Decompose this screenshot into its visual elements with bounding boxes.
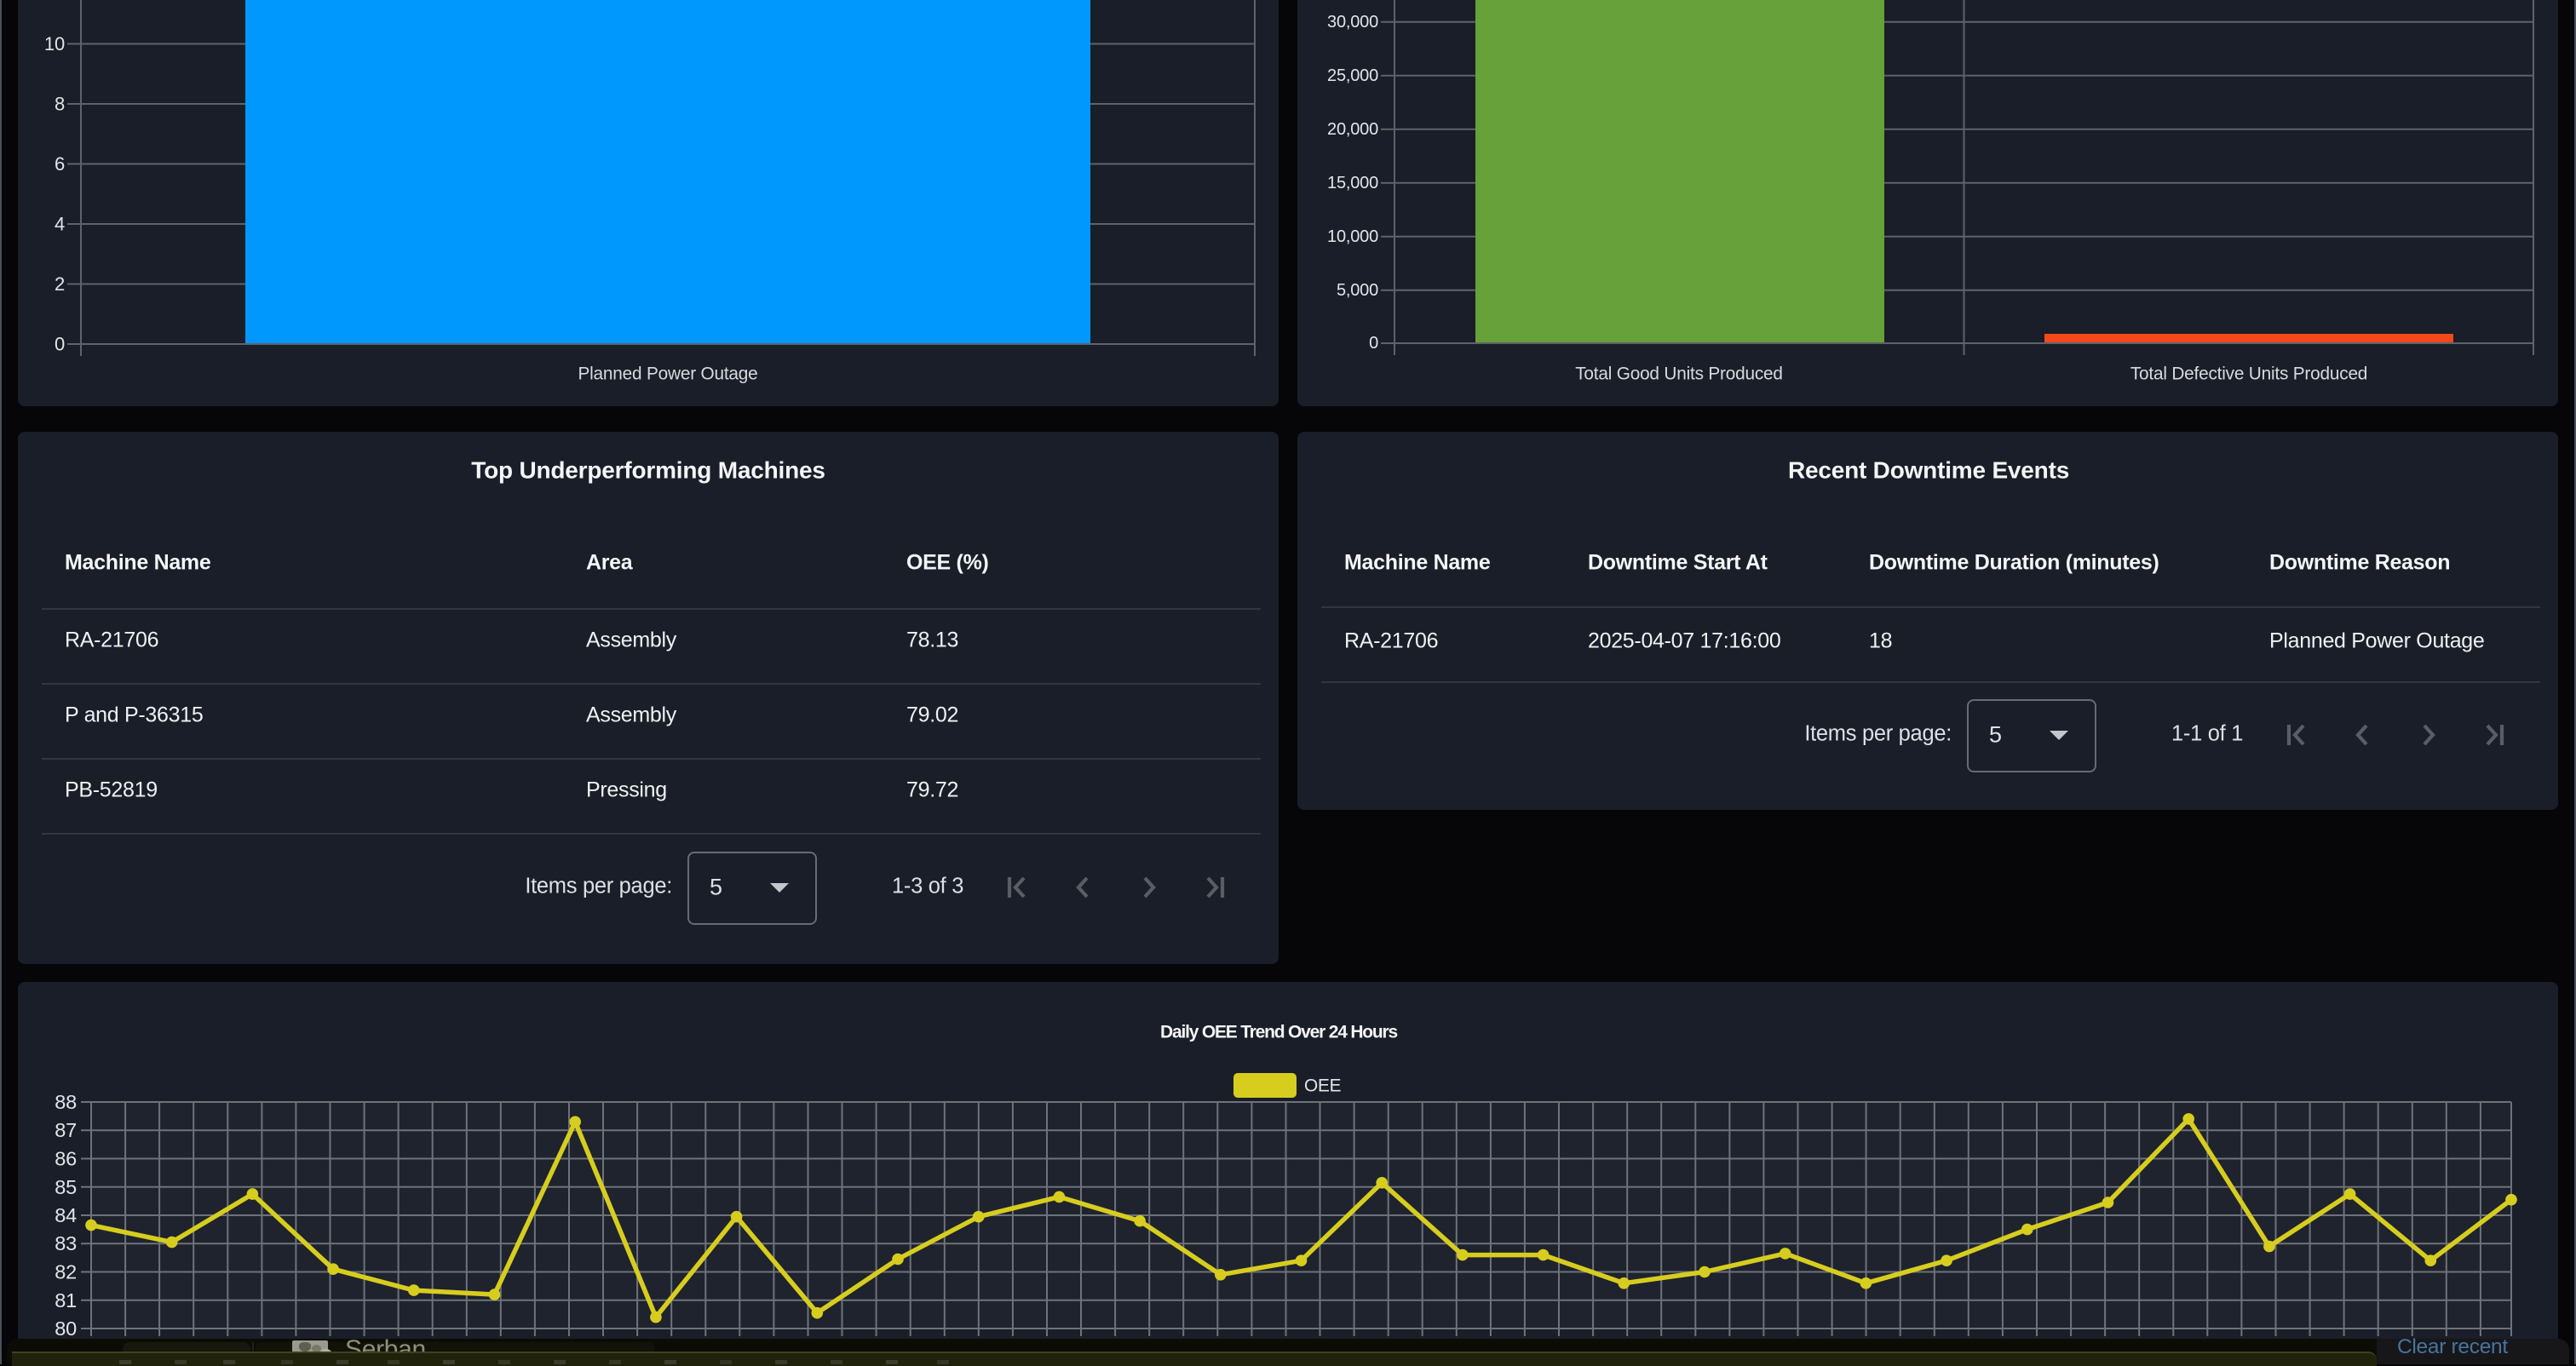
- svg-text:86: 86: [55, 1148, 77, 1170]
- svg-text:20,000: 20,000: [1327, 120, 1378, 139]
- svg-text:80: 80: [55, 1317, 77, 1340]
- svg-text:88: 88: [55, 1091, 77, 1113]
- svg-text:2: 2: [55, 273, 65, 295]
- svg-text:4: 4: [55, 214, 65, 235]
- svg-text:83: 83: [55, 1232, 77, 1254]
- svg-text:85: 85: [55, 1176, 77, 1198]
- svg-text:10: 10: [44, 33, 65, 55]
- svg-text:0: 0: [1369, 334, 1378, 353]
- svg-text:87: 87: [55, 1119, 77, 1141]
- svg-text:10,000: 10,000: [1327, 227, 1378, 246]
- svg-text:OEE: OEE: [1304, 1076, 1341, 1096]
- svg-text:5,000: 5,000: [1337, 281, 1378, 300]
- svg-text:6: 6: [55, 153, 65, 175]
- svg-text:Planned Power Outage: Planned Power Outage: [578, 364, 757, 384]
- svg-text:8: 8: [55, 94, 65, 115]
- svg-text:Total Defective Units Produced: Total Defective Units Produced: [2130, 364, 2367, 384]
- svg-text:15,000: 15,000: [1327, 174, 1378, 192]
- svg-text:Total Good Units Produced: Total Good Units Produced: [1575, 364, 1783, 384]
- svg-text:30,000: 30,000: [1327, 13, 1378, 32]
- svg-text:82: 82: [55, 1261, 77, 1283]
- svg-text:0: 0: [55, 334, 65, 355]
- svg-text:81: 81: [55, 1289, 77, 1311]
- svg-text:25,000: 25,000: [1327, 66, 1378, 85]
- svg-text:84: 84: [55, 1204, 77, 1226]
- svg-text:Daily OEE Trend Over 24 Hours: Daily OEE Trend Over 24 Hours: [1160, 1023, 1398, 1042]
